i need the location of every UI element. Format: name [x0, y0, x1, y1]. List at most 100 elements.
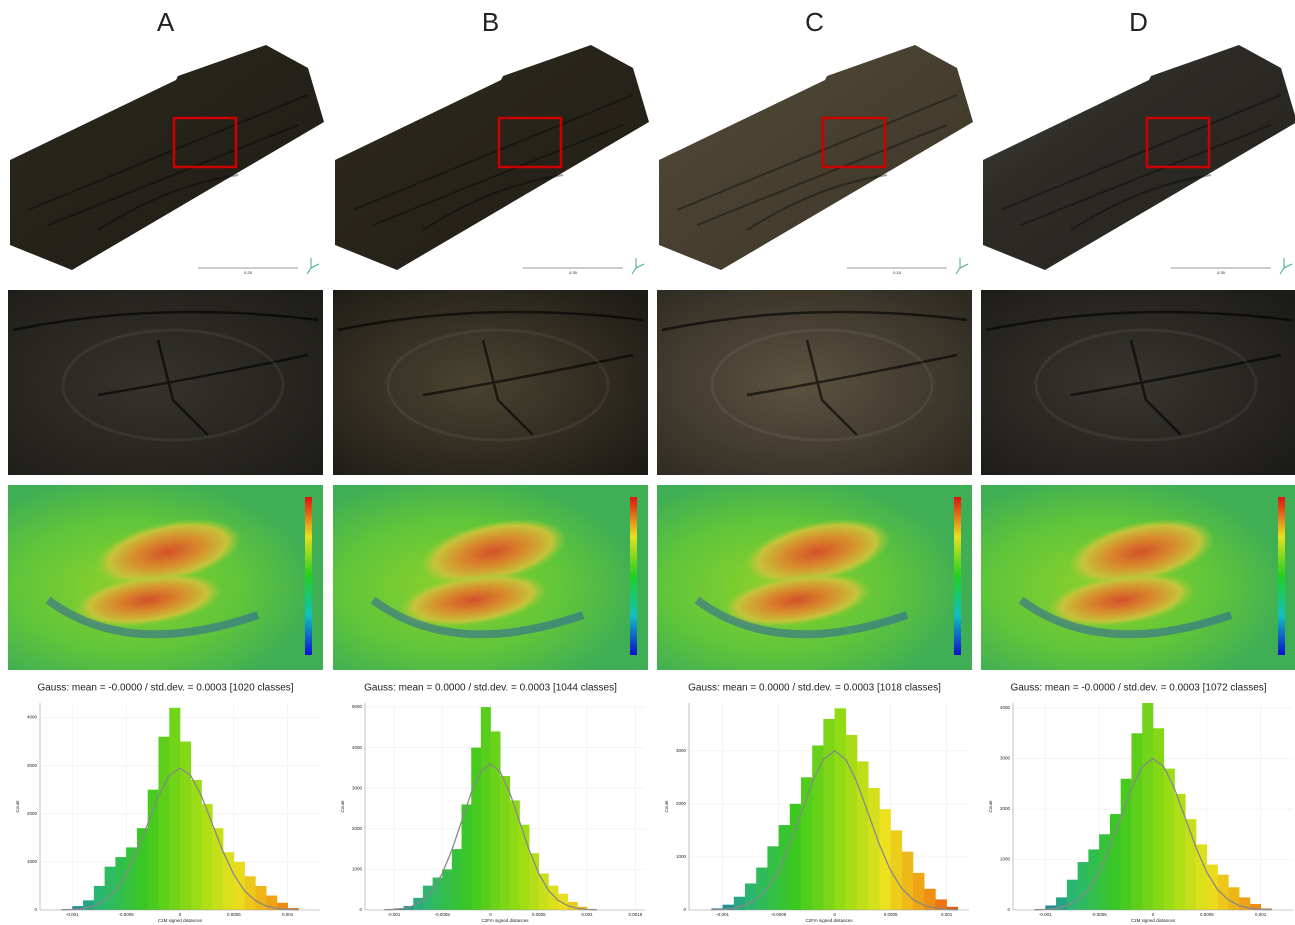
heat-ridge: [419, 518, 567, 586]
y-tick-label: 0: [34, 907, 37, 912]
histogram-bar: [901, 851, 914, 910]
histogram-bar: [845, 734, 858, 910]
scar: [386, 328, 610, 442]
highlight-box: [821, 116, 887, 169]
histogram-bar: [1196, 844, 1208, 910]
x-tick-label: 0: [179, 912, 182, 917]
gauss-curve: [61, 767, 299, 911]
x-tick-label: -0.001: [1039, 912, 1052, 917]
histogram-bar: [567, 901, 578, 910]
histogram-bar: [1045, 905, 1057, 910]
histogram-bar: [1056, 897, 1068, 910]
histogram-bar: [104, 866, 116, 910]
histogram-bar: [801, 777, 813, 910]
heat-depression: [1018, 596, 1233, 639]
x-tick-label: -0.001: [66, 912, 79, 917]
histogram-bar: [1174, 793, 1186, 910]
y-tick-label: 4000: [27, 715, 38, 720]
panel: D 0.35 Gauss: mean = -0.0000 / std.dev. = …: [981, 7, 1295, 923]
histogram-bar: [255, 885, 267, 910]
y-tick-label: 2000: [352, 826, 363, 831]
heat-depression: [694, 596, 909, 639]
histogram-bar: [538, 873, 549, 910]
highlight-box: [497, 116, 563, 169]
x-tick-label: 0.0005: [884, 912, 898, 917]
y-tick-label: 0: [1007, 907, 1010, 912]
x-tick-label: -0.0005: [119, 912, 135, 917]
panel: A 0.25 Gauss: mean = -0.0000 / std.dev. = …: [8, 7, 324, 923]
histogram-bar: [1185, 819, 1197, 910]
histogram-bar: [93, 885, 105, 910]
heat-ridge: [94, 518, 242, 586]
y-tick-label: 1000: [352, 867, 363, 872]
histogram-bar: [733, 896, 746, 910]
highlight-box: [172, 116, 238, 169]
histogram-bar: [126, 847, 138, 910]
histogram-bar: [158, 736, 170, 910]
histogram-bar: [946, 906, 959, 910]
histogram-bar: [778, 825, 791, 910]
histogram-bar: [422, 885, 433, 910]
x-axis-label: C2Fm signed distances: [805, 918, 853, 923]
x-axis-label: C2M signed distances: [1131, 918, 1176, 923]
wood-grain: [1000, 94, 1282, 231]
colorbar: [1278, 497, 1285, 655]
y-tick-label: 4000: [352, 745, 363, 750]
axis-triad: [631, 258, 645, 275]
y-tick-label: 4000: [1000, 705, 1011, 710]
histogram-bar: [451, 849, 462, 910]
histogram-bar: [169, 707, 181, 910]
histogram-bar: [756, 867, 768, 910]
y-axis-label: Count: [664, 800, 669, 813]
board-image: [659, 45, 973, 270]
histogram-bar: [558, 893, 569, 910]
histogram-bar: [1109, 814, 1121, 910]
histogram-bar: [1142, 703, 1154, 910]
scale-label: 0.15: [893, 270, 902, 275]
histogram-bar: [879, 809, 891, 910]
scale-label: 0.25: [244, 270, 253, 275]
wood-grain: [27, 94, 309, 231]
board-image: [983, 45, 1295, 270]
histogram-bar: [461, 804, 472, 910]
histogram-bar: [147, 789, 159, 910]
gauss-summary: Gauss: mean = -0.0000 / std.dev. = 0.000…: [1010, 683, 1266, 694]
x-tick-label: 0: [1152, 912, 1155, 917]
histogram-bar: [500, 776, 511, 910]
histogram-bar: [413, 897, 424, 910]
wood-grain: [352, 94, 634, 231]
histogram-bar: [1206, 864, 1218, 910]
histogram-bar: [857, 761, 869, 910]
histogram-bar: [403, 905, 414, 910]
highlight-box: [1145, 116, 1211, 169]
gauss-curve: [384, 763, 597, 911]
histogram-bar: [480, 707, 491, 910]
y-tick-label: 3000: [352, 785, 363, 790]
histogram-bar: [1077, 862, 1089, 910]
histogram-bar: [190, 780, 202, 910]
histogram-bar: [548, 885, 559, 910]
histogram-bar: [471, 747, 482, 910]
histogram-bar: [1239, 897, 1251, 910]
y-tick-label: 1000: [27, 859, 38, 864]
histogram-bar: [868, 787, 880, 910]
histogram-bar: [1228, 887, 1240, 910]
histogram-bar: [519, 824, 530, 910]
histogram-bar: [223, 852, 235, 910]
y-axis-label: Count: [988, 800, 993, 813]
histogram-bar: [935, 899, 947, 910]
histogram-bar: [442, 869, 453, 910]
colorbar: [305, 497, 312, 655]
gauss-summary: Gauss: mean = -0.0000 / std.dev. = 0.000…: [37, 683, 293, 694]
histogram-bar: [490, 731, 501, 910]
crack: [661, 310, 968, 436]
histogram-bar: [244, 876, 256, 910]
histogram-bar: [812, 745, 824, 910]
x-tick-label: -0.0005: [1092, 912, 1108, 917]
histogram-bar: [1066, 879, 1078, 910]
x-tick-label: -0.0005: [435, 912, 451, 917]
histogram-bar: [266, 895, 278, 910]
x-tick-label: 0: [833, 912, 836, 917]
x-tick-label: -0.0005: [771, 912, 787, 917]
